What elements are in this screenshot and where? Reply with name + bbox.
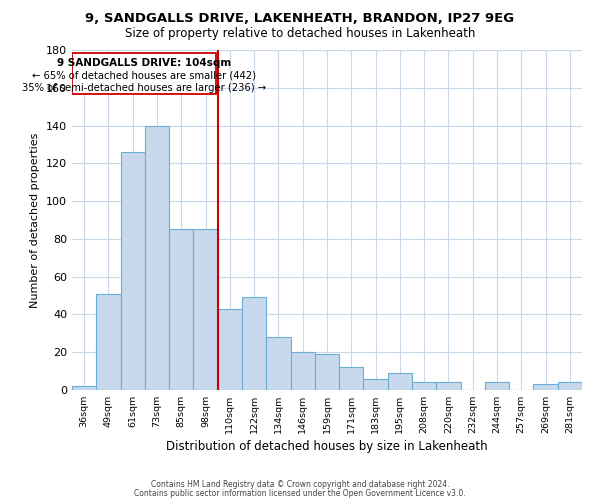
FancyBboxPatch shape: [73, 53, 217, 94]
Text: 35% of semi-detached houses are larger (236) →: 35% of semi-detached houses are larger (…: [22, 83, 266, 93]
Bar: [339, 368, 364, 390]
Bar: [121, 152, 145, 390]
Bar: [290, 352, 315, 390]
Bar: [364, 378, 388, 390]
X-axis label: Distribution of detached houses by size in Lakenheath: Distribution of detached houses by size …: [166, 440, 488, 453]
Bar: [96, 294, 121, 390]
Bar: [242, 298, 266, 390]
Bar: [315, 354, 339, 390]
Y-axis label: Number of detached properties: Number of detached properties: [31, 132, 40, 308]
Bar: [218, 309, 242, 390]
Bar: [533, 384, 558, 390]
Bar: [145, 126, 169, 390]
Text: 9, SANDGALLS DRIVE, LAKENHEATH, BRANDON, IP27 9EG: 9, SANDGALLS DRIVE, LAKENHEATH, BRANDON,…: [85, 12, 515, 26]
Bar: [169, 230, 193, 390]
Bar: [193, 230, 218, 390]
Text: ← 65% of detached houses are smaller (442): ← 65% of detached houses are smaller (44…: [32, 71, 256, 81]
Text: Size of property relative to detached houses in Lakenheath: Size of property relative to detached ho…: [125, 28, 475, 40]
Bar: [436, 382, 461, 390]
Bar: [388, 373, 412, 390]
Bar: [266, 337, 290, 390]
Bar: [485, 382, 509, 390]
Text: 9 SANDGALLS DRIVE: 104sqm: 9 SANDGALLS DRIVE: 104sqm: [58, 58, 232, 68]
Text: Contains public sector information licensed under the Open Government Licence v3: Contains public sector information licen…: [134, 488, 466, 498]
Text: Contains HM Land Registry data © Crown copyright and database right 2024.: Contains HM Land Registry data © Crown c…: [151, 480, 449, 489]
Bar: [412, 382, 436, 390]
Bar: [558, 382, 582, 390]
Bar: [72, 386, 96, 390]
